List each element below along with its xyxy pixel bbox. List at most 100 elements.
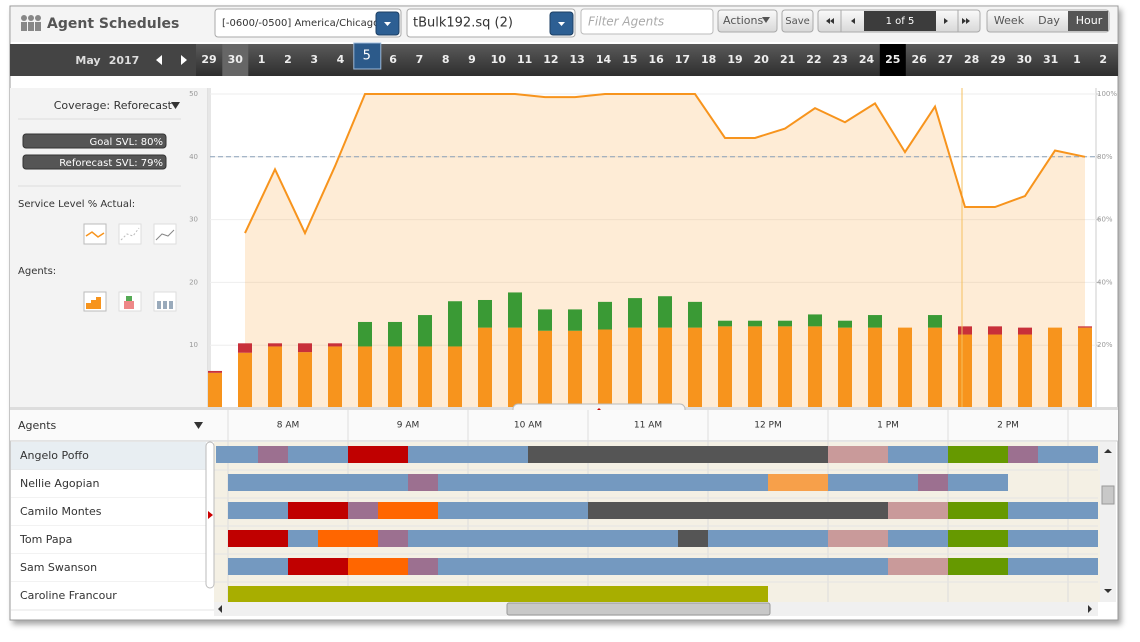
activity-block[interactable] bbox=[948, 558, 1008, 575]
day[interactable]: 14 bbox=[596, 53, 612, 66]
activity-block[interactable] bbox=[288, 446, 348, 463]
activity-block[interactable] bbox=[348, 502, 378, 519]
agent-name[interactable]: Tom Papa bbox=[19, 533, 72, 546]
activity-block[interactable] bbox=[948, 474, 1008, 491]
day[interactable]: 8 bbox=[442, 53, 450, 66]
day[interactable]: 20 bbox=[754, 53, 770, 66]
activity-block[interactable] bbox=[1008, 502, 1098, 519]
day[interactable]: 30 bbox=[228, 53, 244, 66]
activity-block[interactable] bbox=[438, 474, 768, 491]
activity-block[interactable] bbox=[228, 586, 768, 602]
day[interactable]: 1 bbox=[1073, 53, 1081, 66]
agent-name[interactable]: Nellie Agopian bbox=[20, 477, 99, 490]
activity-block[interactable] bbox=[408, 558, 438, 575]
activity-block[interactable] bbox=[918, 474, 948, 491]
agent-row[interactable] bbox=[11, 442, 206, 470]
day[interactable]: 10 bbox=[491, 53, 507, 66]
activity-block[interactable] bbox=[678, 530, 708, 547]
day[interactable]: 6 bbox=[389, 53, 397, 66]
day[interactable]: 16 bbox=[648, 53, 664, 66]
activity-block[interactable] bbox=[348, 558, 408, 575]
activity-block[interactable] bbox=[228, 530, 288, 547]
activity-block[interactable] bbox=[948, 530, 1008, 547]
day[interactable]: 31 bbox=[1043, 53, 1058, 66]
activity-block[interactable] bbox=[216, 446, 258, 463]
coverage[interactable]: Coverage: Reforecast bbox=[54, 99, 173, 112]
view-option[interactable]: Day bbox=[1038, 14, 1060, 27]
activity-block[interactable] bbox=[828, 474, 918, 491]
agent-row[interactable] bbox=[11, 554, 206, 582]
v-scrollbar[interactable] bbox=[1100, 442, 1116, 602]
activity-block[interactable] bbox=[1008, 558, 1098, 575]
line-style-icons[interactable] bbox=[83, 223, 177, 245]
activity-block[interactable] bbox=[258, 446, 288, 463]
activity-block[interactable] bbox=[888, 558, 948, 575]
day[interactable]: 29 bbox=[201, 53, 216, 66]
day[interactable]: 15 bbox=[622, 53, 637, 66]
agent-row[interactable] bbox=[11, 526, 206, 554]
day[interactable]: 5 bbox=[363, 49, 371, 64]
day[interactable]: 9 bbox=[468, 53, 476, 66]
activity-block[interactable] bbox=[348, 446, 408, 463]
day[interactable]: 17 bbox=[675, 53, 690, 66]
filter-input[interactable] bbox=[580, 8, 714, 35]
activity-block[interactable] bbox=[828, 446, 888, 463]
activity-block[interactable] bbox=[408, 446, 528, 463]
activity-block[interactable] bbox=[888, 502, 948, 519]
day[interactable]: 1 bbox=[258, 53, 266, 66]
timezone-select[interactable] bbox=[214, 8, 402, 38]
day[interactable]: 7 bbox=[416, 53, 424, 66]
day[interactable]: 27 bbox=[938, 53, 953, 66]
save-button[interactable] bbox=[781, 9, 814, 33]
activity-block[interactable] bbox=[228, 502, 288, 519]
day[interactable]: 18 bbox=[701, 53, 716, 66]
day[interactable]: 2 bbox=[284, 53, 292, 66]
day[interactable]: 28 bbox=[964, 53, 979, 66]
day[interactable]: 23 bbox=[833, 53, 848, 66]
day[interactable]: 2 bbox=[1099, 53, 1107, 66]
day[interactable]: 12 bbox=[543, 53, 558, 66]
agent-row[interactable] bbox=[11, 582, 206, 610]
activity-block[interactable] bbox=[888, 446, 948, 463]
agent-name[interactable]: Sam Swanson bbox=[20, 561, 97, 574]
activity-block[interactable] bbox=[948, 446, 1008, 463]
activity-block[interactable] bbox=[228, 474, 408, 491]
actions-button[interactable] bbox=[717, 9, 778, 33]
activity-block[interactable] bbox=[948, 502, 1008, 519]
view-option[interactable]: Week bbox=[994, 14, 1025, 27]
agent-row[interactable] bbox=[11, 470, 206, 498]
scenario-select[interactable] bbox=[406, 8, 576, 38]
activity-block[interactable] bbox=[228, 558, 288, 575]
day[interactable]: 30 bbox=[1017, 53, 1033, 66]
agent-style-icons[interactable] bbox=[83, 291, 177, 312]
activity-block[interactable] bbox=[528, 446, 828, 463]
view-option[interactable]: Hour bbox=[1076, 14, 1103, 27]
day[interactable]: 22 bbox=[806, 53, 821, 66]
day[interactable]: 13 bbox=[570, 53, 585, 66]
activity-block[interactable] bbox=[378, 530, 408, 547]
activity-block[interactable] bbox=[828, 530, 888, 547]
agent-name[interactable]: Caroline Francour bbox=[20, 589, 117, 602]
activity-block[interactable] bbox=[378, 502, 438, 519]
day[interactable]: 24 bbox=[859, 53, 875, 66]
agent-name[interactable]: Angelo Poffo bbox=[20, 449, 89, 462]
day[interactable]: 19 bbox=[727, 53, 742, 66]
activity-block[interactable] bbox=[1008, 530, 1098, 547]
activity-block[interactable] bbox=[288, 558, 348, 575]
day[interactable]: 26 bbox=[911, 53, 927, 66]
agent-row[interactable] bbox=[11, 498, 206, 526]
activity-block[interactable] bbox=[318, 530, 378, 547]
activity-block[interactable] bbox=[1038, 446, 1098, 463]
activity-block[interactable] bbox=[438, 558, 888, 575]
activity-block[interactable] bbox=[408, 474, 438, 491]
agent-name[interactable]: Camilo Montes bbox=[20, 505, 102, 518]
activity-block[interactable] bbox=[588, 502, 888, 519]
day-badge[interactable] bbox=[353, 42, 382, 70]
day[interactable]: 25 bbox=[885, 53, 900, 66]
day[interactable]: 21 bbox=[780, 53, 795, 66]
activity-block[interactable] bbox=[288, 530, 318, 547]
day[interactable]: 3 bbox=[310, 53, 318, 66]
activity-block[interactable] bbox=[408, 530, 678, 547]
activity-block[interactable] bbox=[288, 502, 348, 519]
day[interactable]: 4 bbox=[337, 53, 345, 66]
